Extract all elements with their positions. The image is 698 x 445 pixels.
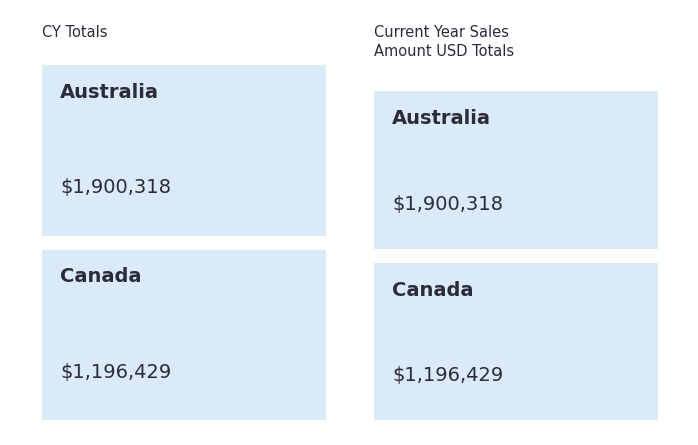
Text: $1,196,429: $1,196,429 bbox=[60, 363, 171, 382]
Bar bbox=[374, 263, 658, 420]
Text: Canada: Canada bbox=[392, 280, 473, 299]
Text: Canada: Canada bbox=[60, 267, 142, 287]
Bar bbox=[42, 65, 326, 235]
Bar bbox=[374, 91, 658, 248]
Text: Current Year Sales
Amount USD Totals: Current Year Sales Amount USD Totals bbox=[374, 25, 514, 59]
Text: Australia: Australia bbox=[60, 83, 159, 102]
Text: $1,900,318: $1,900,318 bbox=[392, 195, 503, 214]
Text: CY Totals: CY Totals bbox=[42, 25, 107, 40]
Text: $1,196,429: $1,196,429 bbox=[392, 366, 503, 385]
Bar bbox=[42, 250, 326, 420]
Text: Australia: Australia bbox=[392, 109, 491, 128]
Text: $1,900,318: $1,900,318 bbox=[60, 178, 171, 197]
